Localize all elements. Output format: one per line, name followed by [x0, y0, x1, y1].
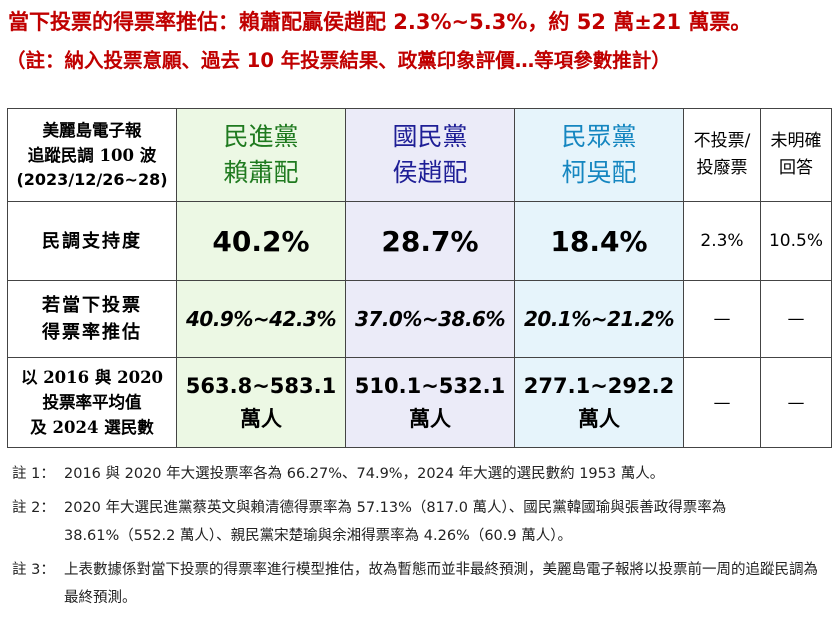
- voters-kmt-range: 510.1~532.1: [354, 373, 506, 398]
- column-header-undecided: 未明確 回答: [760, 108, 832, 202]
- table-corner-cell: 美麗島電子報 追蹤民調 100 波 (2023/12/26~28): [7, 108, 177, 202]
- ticket-name-dpp: 賴蕭配: [223, 158, 299, 187]
- corner-date: (2023/12/26~28): [16, 170, 168, 189]
- footnotes: 註 1： 2016 與 2020 年大選投票率各為 66.27%、74.9%，2…: [12, 460, 832, 618]
- poll-table: 美麗島電子報 追蹤民調 100 波 (2023/12/26~28) 民進黨 賴蕭…: [7, 108, 832, 448]
- table-row-support: 民調支持度 40.2% 28.7% 18.4% 2.3% 10.5%: [7, 201, 832, 281]
- cell-estimate-kmt: 37.0%~38.6%: [345, 280, 515, 358]
- table-row-estimate: 若當下投票 得票率推估 40.9%~42.3% 37.0%~38.6% 20.1…: [7, 280, 832, 358]
- undecided-label-1: 未明確: [770, 131, 822, 151]
- party-name-kmt: 國民黨: [392, 122, 468, 151]
- voters-abstain-value: —: [713, 392, 731, 413]
- voters-undecided-value: —: [787, 392, 805, 413]
- cell-support-tpp: 18.4%: [514, 201, 684, 281]
- footnote-2-text: 2020 年大選民進黨蔡英文與賴清德得票率為 57.13%（817.0 萬人）、…: [64, 500, 727, 544]
- footnote-1-text: 2016 與 2020 年大選投票率各為 66.27%、74.9%，2024 年…: [64, 466, 665, 482]
- row-label-support: 民調支持度: [7, 201, 177, 281]
- voters-label-1: 以 2016 與 2020: [20, 368, 164, 387]
- support-abstain-value: 2.3%: [700, 231, 744, 251]
- support-kmt-value: 28.7%: [381, 224, 479, 258]
- cell-estimate-dpp: 40.9%~42.3%: [176, 280, 346, 358]
- column-header-tpp: 民眾黨 柯吳配: [514, 108, 684, 202]
- cell-support-undecided: 10.5%: [760, 201, 832, 281]
- page-title: 當下投票的得票率推估：賴蕭配贏侯趙配 2.3%~5.3%，約 52 萬±21 萬…: [8, 10, 752, 34]
- column-header-kmt: 國民黨 侯趙配: [345, 108, 515, 202]
- voters-dpp-range: 563.8~583.1: [185, 373, 337, 398]
- column-header-abstain: 不投票/ 投廢票: [683, 108, 761, 202]
- cell-voters-dpp: 563.8~583.1 萬人: [176, 357, 346, 448]
- undecided-label-2: 回答: [779, 158, 813, 178]
- cell-estimate-abstain: —: [683, 280, 761, 358]
- voters-label-2: 投票率平均值: [42, 393, 142, 412]
- estimate-abstain-value: —: [713, 309, 731, 329]
- page-subtitle: （註：納入投票意願、過去 10 年投票結果、政黨印象評價…等項參數推計）: [6, 49, 671, 72]
- footnote-1: 註 1： 2016 與 2020 年大選投票率各為 66.27%、74.9%，2…: [12, 460, 832, 488]
- estimate-undecided-value: —: [787, 309, 805, 329]
- cell-support-kmt: 28.7%: [345, 201, 515, 281]
- footnote-1-label: 註 1：: [12, 466, 55, 482]
- cell-voters-abstain: —: [683, 357, 761, 448]
- support-label: 民調支持度: [42, 230, 142, 252]
- estimate-dpp-value: 40.9%~42.3%: [185, 307, 337, 331]
- cell-voters-kmt: 510.1~532.1 萬人: [345, 357, 515, 448]
- cell-voters-undecided: —: [760, 357, 832, 448]
- row-label-voters: 以 2016 與 2020 投票率平均值 及 2024 選民數: [7, 357, 177, 448]
- cell-voters-tpp: 277.1~292.2 萬人: [514, 357, 684, 448]
- ticket-name-tpp: 柯吳配: [561, 158, 637, 187]
- column-header-dpp: 民進黨 賴蕭配: [176, 108, 346, 202]
- support-dpp-value: 40.2%: [212, 224, 310, 258]
- cell-estimate-tpp: 20.1%~21.2%: [514, 280, 684, 358]
- corner-wave: 追蹤民調 100 波: [27, 146, 157, 165]
- table-header-row: 美麗島電子報 追蹤民調 100 波 (2023/12/26~28) 民進黨 賴蕭…: [7, 108, 832, 202]
- support-undecided-value: 10.5%: [768, 231, 823, 251]
- cell-estimate-undecided: —: [760, 280, 832, 358]
- corner-source: 美麗島電子報: [42, 121, 142, 140]
- estimate-label-1: 若當下投票: [42, 295, 142, 316]
- support-tpp-value: 18.4%: [550, 224, 648, 258]
- row-label-estimate: 若當下投票 得票率推估: [7, 280, 177, 358]
- cell-support-abstain: 2.3%: [683, 201, 761, 281]
- ticket-name-kmt: 侯趙配: [392, 158, 468, 187]
- voters-dpp-unit: 萬人: [240, 406, 282, 431]
- estimate-label-2: 得票率推估: [42, 322, 142, 343]
- party-name-tpp: 民眾黨: [561, 122, 637, 151]
- footnote-3-text: 上表數據係對當下投票的得票率進行模型推估，故為暫態而並非最終預測，美麗島電子報將…: [64, 562, 818, 606]
- voters-tpp-unit: 萬人: [578, 406, 620, 431]
- footnote-3: 註 3： 上表數據係對當下投票的得票率進行模型推估，故為暫態而並非最終預測，美麗…: [12, 556, 832, 612]
- estimate-tpp-value: 20.1%~21.2%: [523, 307, 675, 331]
- voters-kmt-unit: 萬人: [409, 406, 451, 431]
- voters-label-3: 及 2024 選民數: [30, 418, 154, 437]
- abstain-label-2: 投廢票: [696, 158, 748, 178]
- cell-support-dpp: 40.2%: [176, 201, 346, 281]
- voters-tpp-range: 277.1~292.2: [523, 373, 675, 398]
- footnote-2-label: 註 2：: [12, 500, 55, 516]
- footnote-3-label: 註 3：: [12, 562, 55, 578]
- party-name-dpp: 民進黨: [223, 122, 299, 151]
- estimate-kmt-value: 37.0%~38.6%: [354, 307, 506, 331]
- table-row-voters: 以 2016 與 2020 投票率平均值 及 2024 選民數 563.8~58…: [7, 357, 832, 448]
- abstain-label-1: 不投票/: [693, 131, 751, 151]
- footnote-2: 註 2： 2020 年大選民進黨蔡英文與賴清德得票率為 57.13%（817.0…: [12, 494, 832, 550]
